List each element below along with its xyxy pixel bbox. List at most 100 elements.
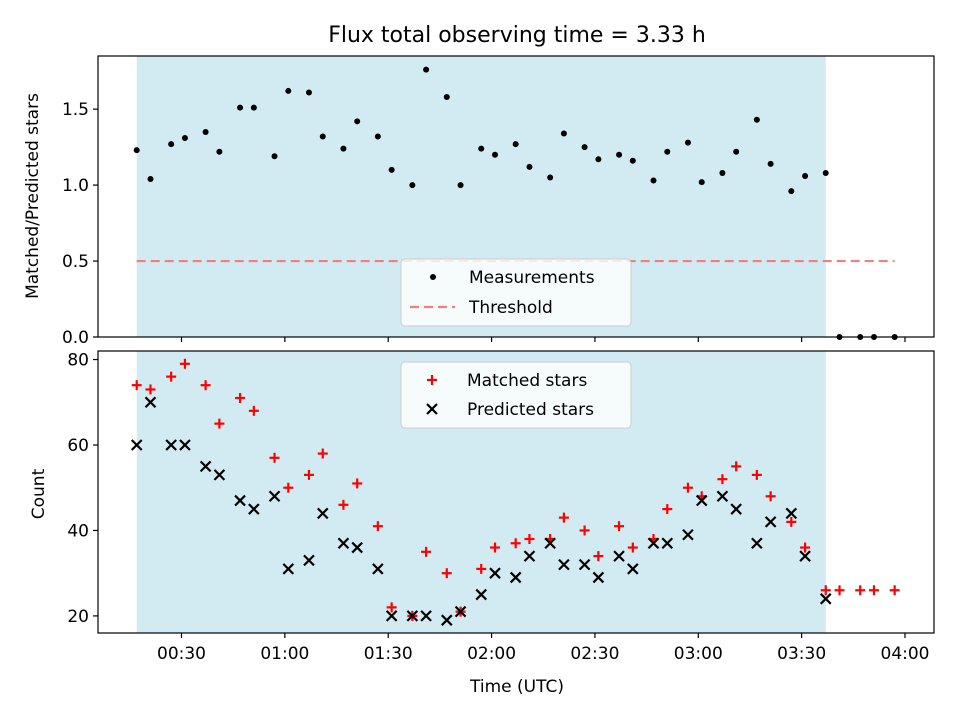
predicted-star-point bbox=[592, 571, 605, 584]
matched-star-point bbox=[510, 538, 521, 549]
bottom-legend-box bbox=[400, 361, 632, 429]
matched-star-point bbox=[352, 478, 363, 489]
legend-threshold-label: Threshold bbox=[468, 298, 553, 318]
matched-star-point bbox=[614, 521, 625, 532]
bottom-x-tick-label: 01:30 bbox=[364, 644, 413, 664]
measurement-point bbox=[250, 104, 257, 111]
bottom-y-tick-label: 20 bbox=[67, 607, 89, 627]
predicted-star-point bbox=[475, 588, 488, 601]
top-y-tick-label: 0.5 bbox=[62, 252, 89, 272]
measurement-point bbox=[478, 145, 485, 152]
measurement-point bbox=[374, 133, 381, 140]
bottom-x-tick-label: 03:00 bbox=[674, 644, 723, 664]
top-marks bbox=[133, 66, 898, 340]
predicted-star-point bbox=[523, 550, 536, 562]
top-axes: 0.0 0.5 1.0 1.5 bbox=[62, 55, 935, 348]
chart-title: Flux total observing time = 3.33 h bbox=[328, 23, 706, 48]
predicted-star-point bbox=[406, 610, 419, 622]
measurement-point bbox=[547, 174, 554, 181]
measurement-point bbox=[457, 182, 464, 189]
predicted-star-point bbox=[730, 503, 742, 515]
predicted-star-point bbox=[661, 537, 674, 550]
predicted-star-point bbox=[213, 469, 226, 481]
matched-star-point bbox=[800, 542, 811, 553]
matched-star-point bbox=[731, 461, 742, 472]
predicted-star-point bbox=[799, 550, 811, 562]
predicted-star-point bbox=[682, 528, 694, 541]
bottom-x-tick-label: 04:00 bbox=[881, 644, 930, 664]
matched-star-point bbox=[717, 474, 728, 485]
predicted-star-point bbox=[489, 567, 501, 579]
measurement-point bbox=[409, 182, 416, 189]
measurement-point bbox=[168, 141, 175, 148]
matched-star-point bbox=[338, 499, 349, 510]
predicted-star-point bbox=[764, 516, 777, 528]
matched-star-point bbox=[889, 585, 900, 596]
measurement-point bbox=[133, 147, 140, 154]
measurement-point bbox=[526, 163, 533, 170]
measurement-point bbox=[423, 66, 430, 73]
matched-star-point bbox=[593, 551, 604, 562]
matched-star-point bbox=[627, 542, 638, 553]
bottom-y-tick-label: 80 bbox=[67, 351, 89, 371]
top-y-tick-label: 1.5 bbox=[62, 100, 89, 120]
measurement-point bbox=[147, 176, 154, 183]
matched-star-point bbox=[855, 585, 866, 596]
legend-predicted-label: Predicted stars bbox=[467, 400, 594, 420]
predicted-star-point bbox=[558, 558, 570, 571]
legend-matched-label: Matched stars bbox=[467, 371, 587, 391]
predicted-star-point bbox=[441, 614, 453, 626]
matched-star-point bbox=[145, 384, 156, 395]
predicted-star-point bbox=[385, 610, 398, 622]
measurement-point bbox=[629, 157, 636, 164]
top-legend-box bbox=[400, 258, 632, 327]
predicted-star-point bbox=[544, 537, 556, 550]
bottom-y-tick-label: 40 bbox=[67, 521, 89, 541]
predicted-star-point bbox=[751, 537, 763, 550]
measurement-point bbox=[216, 148, 223, 155]
bottom-x-tick-label: 02:00 bbox=[467, 644, 516, 664]
measurement-point bbox=[512, 141, 519, 148]
matched-star-point bbox=[682, 482, 693, 493]
bottom-axes-frame bbox=[97, 350, 935, 634]
matched-star-point bbox=[558, 512, 569, 523]
predicted-star-point bbox=[627, 563, 639, 575]
legend-matched-marker bbox=[427, 375, 437, 385]
predicted-star-point bbox=[509, 571, 522, 584]
predicted-star-point bbox=[303, 554, 315, 567]
matched-star-point bbox=[269, 452, 280, 463]
measurement-point bbox=[581, 144, 588, 151]
measurement-point bbox=[788, 188, 795, 195]
measurement-point bbox=[753, 116, 760, 123]
top-legend: Measurements Threshold bbox=[400, 258, 632, 327]
top-axes-frame bbox=[97, 55, 935, 338]
measurement-point bbox=[285, 87, 292, 94]
matched-star-point bbox=[751, 469, 762, 480]
measurement-point bbox=[767, 160, 774, 167]
legend-measurements-label: Measurements bbox=[469, 268, 595, 288]
predicted-star-point bbox=[716, 490, 729, 503]
top-y-axis-label: Matched/Predicted stars bbox=[23, 93, 43, 299]
measurement-point bbox=[822, 169, 829, 176]
measurement-point bbox=[616, 151, 623, 158]
matched-star-point bbox=[131, 380, 142, 391]
matched-star-point bbox=[765, 491, 776, 502]
matched-star-point bbox=[179, 358, 190, 369]
measurement-point bbox=[664, 148, 671, 155]
matched-star-point bbox=[820, 585, 831, 596]
predicted-star-point bbox=[165, 439, 177, 451]
matched-star-point bbox=[317, 448, 328, 459]
predicted-star-point bbox=[144, 396, 157, 409]
predicted-star-point bbox=[647, 537, 660, 550]
matched-star-point bbox=[248, 405, 259, 416]
measurement-point bbox=[698, 179, 705, 186]
matched-star-point bbox=[372, 521, 383, 532]
measurement-point bbox=[443, 94, 450, 101]
predicted-star-point bbox=[578, 558, 591, 571]
measurement-point bbox=[802, 172, 809, 179]
predicted-star-point bbox=[337, 537, 350, 550]
predicted-star-point bbox=[351, 541, 363, 554]
matched-star-point bbox=[421, 546, 432, 557]
